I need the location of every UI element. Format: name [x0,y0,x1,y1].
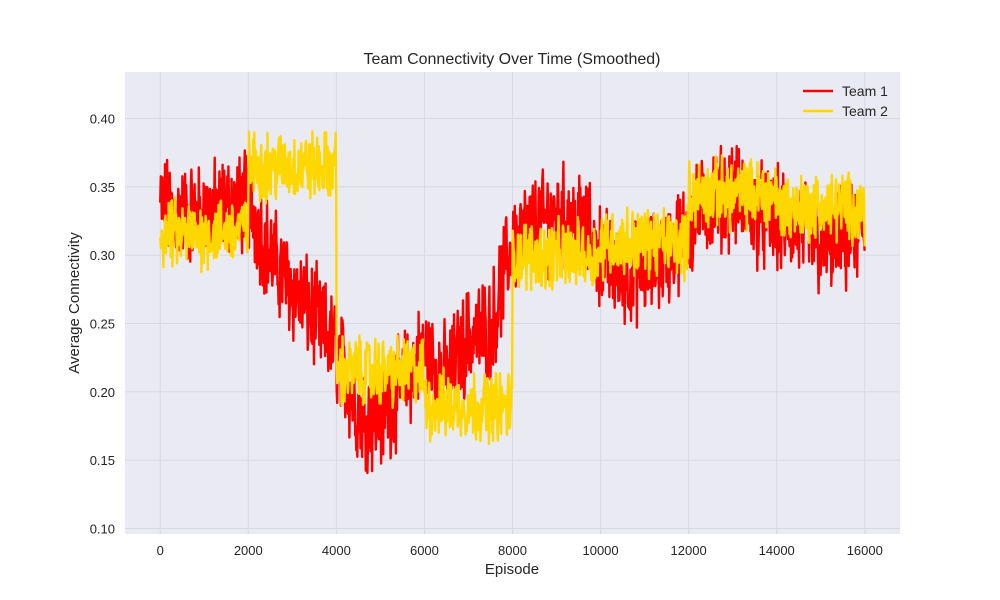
y-tick-label: 0.20 [90,385,115,400]
x-tick-label: 4000 [322,543,351,558]
x-tick-label: 16000 [847,543,883,558]
y-axis-title: Average Connectivity [66,232,83,374]
y-tick-label: 0.15 [90,453,115,468]
tick-labels: 0 2000 4000 6000 8000 10000 12000 14000 16000 0.1… [90,111,883,558]
x-tick-label: 8000 [498,543,527,558]
series-layer [159,130,866,475]
x-tick-label: 0 [157,543,164,558]
legend-label: Team 1 [842,83,888,99]
y-tick-label: 0.35 [90,180,115,195]
y-tick-label: 0.40 [90,111,115,126]
y-tick-label: 0.10 [90,522,115,537]
x-axis-title: Episode [485,561,539,578]
y-tick-label: 0.25 [90,317,115,332]
x-tick-label: 6000 [410,543,439,558]
legend: Team 1 Team 2 [803,83,888,119]
chart-title: Team Connectivity Over Time (Smoothed) [364,51,661,68]
x-tick-label: 14000 [759,543,795,558]
legend-label: Team 2 [842,103,888,119]
series-line-2 [159,130,866,446]
x-tick-label: 10000 [582,543,618,558]
x-tick-label: 2000 [234,543,263,558]
y-tick-label: 0.30 [90,248,115,263]
x-tick-label: 12000 [671,543,707,558]
